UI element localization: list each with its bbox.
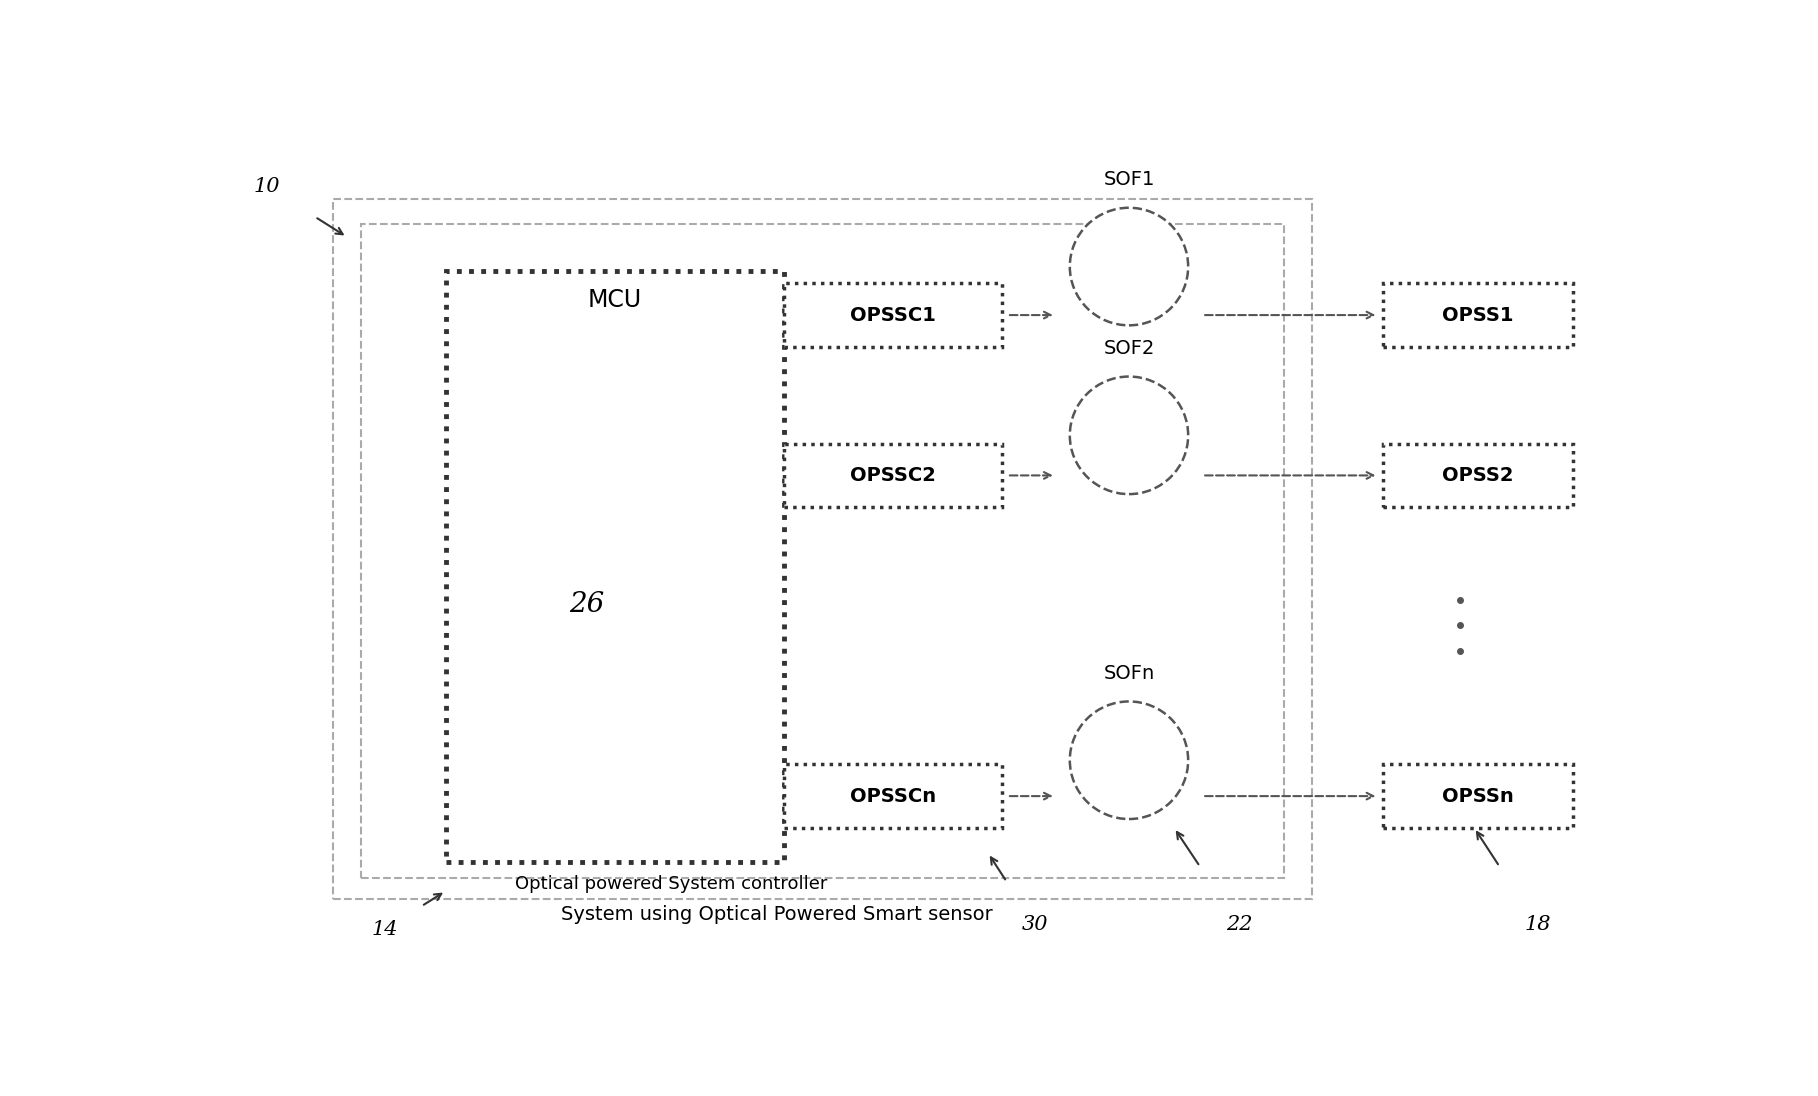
Text: Optical powered System controller: Optical powered System controller (514, 876, 827, 893)
Text: SOF1: SOF1 (1104, 170, 1154, 190)
Bar (784, 284, 1002, 346)
Text: 30: 30 (1022, 915, 1047, 934)
Text: OPSS1: OPSS1 (1442, 306, 1513, 324)
Bar (784, 765, 1002, 827)
Text: 18: 18 (1523, 915, 1551, 934)
Ellipse shape (1069, 377, 1189, 494)
Ellipse shape (1069, 701, 1189, 819)
Text: MCU: MCU (587, 288, 642, 312)
Text: OPSSC1: OPSSC1 (851, 306, 936, 324)
Text: OPSSCn: OPSSCn (851, 787, 936, 806)
Ellipse shape (1069, 208, 1189, 326)
Text: System using Optical Powered Smart sensor: System using Optical Powered Smart senso… (562, 905, 993, 924)
Bar (362, 225, 1284, 878)
Bar (1382, 284, 1573, 346)
Bar (1382, 444, 1573, 507)
Text: SOF2: SOF2 (1104, 339, 1154, 358)
Bar (784, 444, 1002, 507)
Text: 10: 10 (253, 176, 280, 196)
Text: OPSS2: OPSS2 (1442, 466, 1513, 484)
Text: SOFn: SOFn (1104, 664, 1154, 683)
Bar (445, 271, 784, 861)
Text: 14: 14 (373, 920, 398, 938)
Bar (333, 199, 1313, 900)
Bar (1382, 765, 1573, 827)
Text: 26: 26 (569, 591, 604, 618)
Text: OPSSn: OPSSn (1442, 787, 1514, 806)
Text: 22: 22 (1225, 915, 1253, 934)
Text: OPSSC2: OPSSC2 (851, 466, 936, 484)
